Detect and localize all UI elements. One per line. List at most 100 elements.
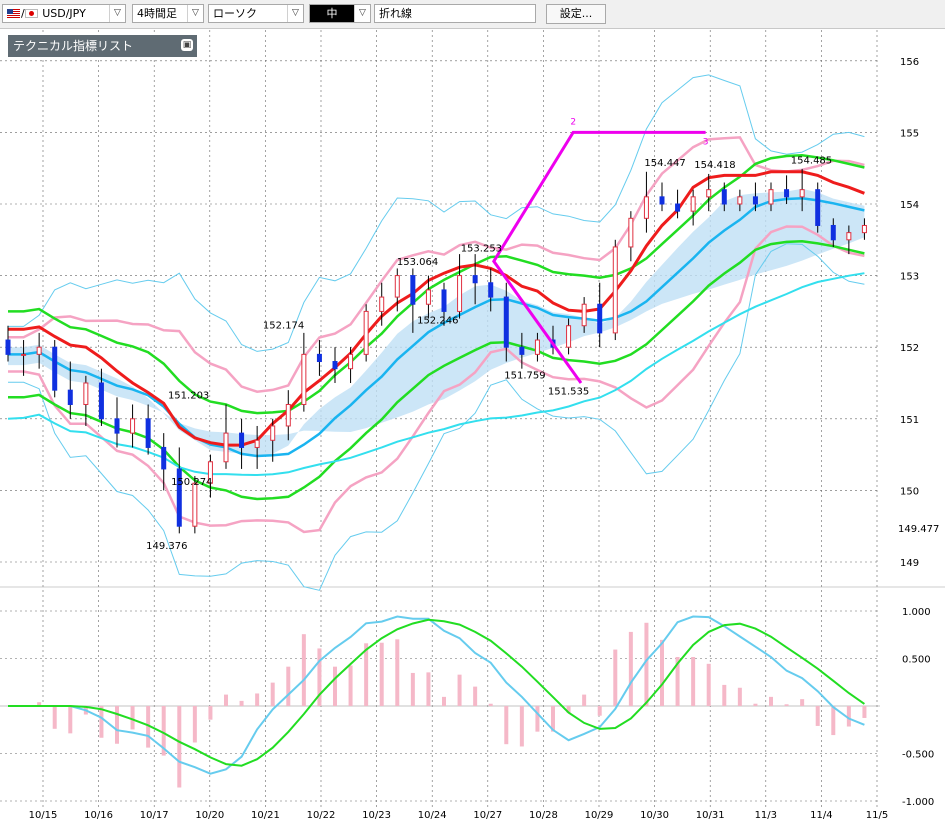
- y-tick-label: 156: [900, 57, 919, 68]
- candle-body: [472, 275, 478, 284]
- osc-histogram-bar: [737, 687, 742, 706]
- blue-ma-line: [8, 197, 865, 458]
- osc-tick-label: 1.000: [902, 607, 931, 618]
- price-annotation: 154.447: [644, 158, 685, 169]
- osc-histogram-bar: [348, 665, 353, 706]
- candle-body: [675, 203, 681, 212]
- symbol-label: USD/JPY: [42, 7, 86, 20]
- price-annotation: 153.064: [397, 257, 438, 268]
- osc-histogram-bar: [628, 631, 633, 706]
- candle-body: [534, 339, 540, 355]
- draw-tool-field[interactable]: 折れ線: [374, 4, 536, 23]
- candle-body: [114, 418, 120, 434]
- line-weight-select[interactable]: 中 ▽: [309, 4, 371, 23]
- x-tick-label: 11/4: [810, 810, 832, 821]
- candle-body: [488, 282, 494, 298]
- candle-body: [721, 189, 727, 205]
- x-tick-label: 10/20: [195, 810, 224, 821]
- indicator-list-title: テクニカル指標リスト: [13, 39, 134, 53]
- green-upper-line: [8, 154, 865, 415]
- candle-body: [379, 296, 385, 312]
- x-tick-label: 10/23: [362, 810, 391, 821]
- candle-body: [83, 382, 89, 405]
- osc-histogram-bar: [37, 702, 42, 706]
- osc-histogram-bar: [457, 674, 462, 706]
- candle-body: [503, 296, 509, 348]
- x-tick-label: 10/17: [140, 810, 169, 821]
- candle-body: [768, 189, 774, 205]
- chevron-down-icon: ▽: [354, 5, 370, 22]
- price-annotation: 152.246: [417, 316, 458, 327]
- osc-histogram-bar: [488, 703, 493, 706]
- indicator-lines: [7, 74, 865, 591]
- x-tick-label: 10/30: [640, 810, 669, 821]
- price-annotation: 152.174: [263, 321, 304, 332]
- candle-body: [223, 432, 229, 463]
- chevron-down-icon: ▽: [109, 5, 125, 22]
- timeframe-select[interactable]: 4時間足 ▽: [132, 4, 204, 23]
- candle-body: [130, 418, 136, 434]
- x-tick-label: 10/31: [696, 810, 725, 821]
- candle-body: [690, 196, 696, 212]
- osc-histogram-bar: [862, 706, 867, 718]
- chart-type-select[interactable]: ローソク ▽: [208, 4, 304, 23]
- osc-histogram-bar: [753, 703, 758, 706]
- osc-histogram-bar: [519, 706, 524, 747]
- ichimoku-cloud: [8, 188, 865, 457]
- price-annotation: 151.759: [504, 370, 545, 381]
- candle-body: [285, 403, 291, 427]
- price-annotation: 149.376: [146, 541, 187, 552]
- osc-histogram-bar: [442, 696, 446, 706]
- osc-histogram-bar: [846, 706, 851, 727]
- osc-histogram-bar: [566, 706, 571, 713]
- osc-histogram-bar: [270, 682, 275, 706]
- candle-body: [628, 217, 634, 248]
- osc-histogram-bar: [706, 663, 711, 706]
- osc-histogram-bar: [146, 706, 151, 748]
- zigzag-line: 23: [491, 117, 709, 384]
- osc-histogram-bar: [675, 656, 680, 706]
- jp-flag-icon: [24, 9, 38, 18]
- candle-body: [301, 353, 307, 405]
- x-tick-label: 10/29: [585, 810, 614, 821]
- osc-histogram-bar: [769, 696, 773, 706]
- osc-histogram-bar: [691, 656, 696, 706]
- labels: 149 150 151 152 153 154 155 156 10/15 10/16 10/17 1…: [29, 57, 940, 821]
- osc-histogram-bar: [831, 706, 836, 736]
- cloud-area: [8, 188, 865, 457]
- collapse-icon[interactable]: ▣: [181, 39, 193, 51]
- osc-histogram-bar: [722, 684, 727, 706]
- indicator-list-panel[interactable]: テクニカル指標リスト ▣: [8, 35, 197, 57]
- osc-histogram-bar: [504, 706, 509, 745]
- symbol-select[interactable]: / USD/JPY ▽: [2, 4, 126, 23]
- x-tick-label: 11/5: [866, 810, 888, 821]
- settings-button[interactable]: 設定...: [546, 4, 606, 24]
- osc-histogram-bar: [115, 706, 119, 744]
- osc-histogram-bar: [815, 706, 820, 726]
- candle-body: [254, 439, 260, 448]
- current-price-label: 149.477: [898, 524, 939, 535]
- x-tick-label: 10/28: [529, 810, 558, 821]
- osc-histogram-bar: [317, 648, 322, 706]
- candle-body: [752, 196, 758, 205]
- grid: [0, 30, 945, 808]
- candle-body: [425, 289, 431, 305]
- candle-body: [441, 289, 447, 312]
- bb-lower: [8, 225, 865, 534]
- candle-body: [566, 325, 572, 348]
- price-annotation: 151.203: [168, 390, 209, 401]
- candle-body: [161, 446, 167, 470]
- candle-body: [145, 418, 151, 448]
- candle-body: [348, 353, 354, 370]
- candle-body: [410, 275, 416, 305]
- price-annotation: 154.418: [694, 160, 735, 171]
- candle-body: [176, 468, 182, 527]
- y-tick-label: 150: [900, 486, 919, 497]
- cyan-long-ma-line: [7, 272, 865, 477]
- zigzag-label: 3: [703, 137, 709, 147]
- price-annotation: 150.274: [171, 477, 212, 488]
- candle-body: [581, 303, 587, 327]
- bb-outer-upper: [8, 74, 865, 352]
- candle-body: [861, 224, 867, 234]
- price-annotation: 151.535: [548, 386, 589, 397]
